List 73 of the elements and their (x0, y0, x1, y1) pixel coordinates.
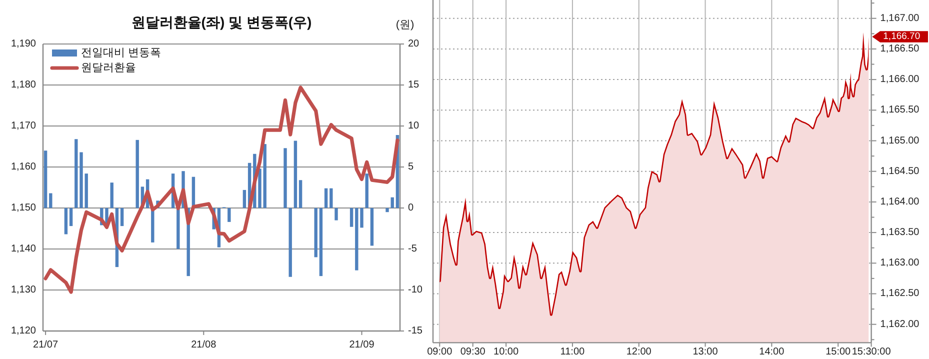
bar (84, 174, 88, 208)
bar (284, 148, 287, 208)
x-tick-label: 15:00 (826, 346, 852, 358)
y-tick-label: 1,150 (10, 202, 36, 214)
bar (151, 208, 154, 242)
y2-tick-label: -5 (408, 244, 418, 254)
y2-tick-label: -10 (408, 284, 423, 296)
y2-axis-title: (원) (396, 19, 414, 31)
y2-tick-label: 0 (408, 202, 414, 214)
bar (370, 208, 374, 246)
y2-tick-label: 20 (408, 38, 420, 50)
bar (314, 208, 318, 258)
y-tick-label: 1,165.00 (880, 135, 920, 146)
bar (330, 188, 333, 208)
bar (334, 208, 338, 220)
y2-tick-label: -15 (408, 326, 423, 336)
x-tick-label: 13:00 (692, 346, 718, 358)
chart-title: 원달러환율(좌) 및 변동폭(우) (131, 14, 312, 30)
bar (120, 208, 124, 226)
y-tick-label: 1,167.00 (880, 12, 920, 24)
line-series (44, 86, 400, 294)
bar (298, 180, 302, 208)
x-tick-label: 10:00 (494, 346, 519, 358)
bar (228, 208, 231, 222)
bar (324, 188, 328, 208)
x-tick-label: 15:30:00 (852, 346, 892, 358)
bar (64, 208, 68, 234)
y2-tick-label: 15 (408, 80, 420, 90)
y-tick-label: 1,140 (10, 244, 36, 254)
bar (136, 140, 139, 208)
y-tick-label: 1,166.50 (880, 43, 920, 54)
y2-tick-label: 10 (408, 120, 420, 132)
bar (365, 174, 368, 208)
bar (44, 150, 48, 208)
y-tick-label: 1,170 (10, 120, 36, 132)
bar (390, 197, 394, 208)
y-tick-label: 1,164.50 (880, 166, 920, 177)
bar (69, 208, 73, 226)
bar (386, 208, 389, 212)
y-tick-label: 1,163.50 (880, 227, 920, 238)
y-tick-label: 1,160 (10, 162, 36, 172)
price-tag: 1,166.70 (872, 31, 928, 42)
x-tick-label: 21/09 (349, 340, 375, 350)
x-tick-label: 21/08 (191, 340, 217, 350)
bar (288, 208, 292, 277)
y2-tick-label: 5 (408, 162, 414, 172)
x-tick-label: 21/07 (33, 340, 58, 350)
y-tick-label: 1,190 (10, 38, 36, 50)
bar (294, 140, 298, 208)
bar (319, 208, 323, 276)
legend-label: 원달러환율 (81, 62, 136, 74)
bar (49, 193, 52, 208)
x-tick-label: 14:00 (759, 346, 785, 358)
y-tick-label: 1,162.00 (880, 318, 920, 330)
y-tick-label: 1,164.00 (880, 196, 920, 208)
annotation: 1,166.70 (883, 31, 920, 42)
bar (176, 208, 180, 249)
y-tick-label: 1,162.50 (880, 288, 920, 300)
bar (110, 182, 114, 208)
y-tick-label: 1,166.00 (880, 74, 920, 86)
y-tick-label: 1,163.00 (880, 258, 920, 269)
legend-label: 전일대비 변동폭 (81, 47, 162, 59)
x-tick-label: 12:00 (626, 346, 652, 358)
y-tick-label: 1,180 (10, 80, 36, 90)
y-tick-label: 1,130 (10, 284, 36, 296)
bar (242, 190, 246, 208)
bar (350, 208, 354, 227)
x-tick-label: 09:30 (460, 346, 486, 358)
y-tick-label: 1,165.50 (880, 104, 920, 116)
x-tick-label: 09:00 (427, 346, 453, 358)
bar (263, 144, 266, 208)
y-tick-label: 1,120 (10, 326, 36, 336)
x-tick-label: 11:00 (560, 346, 586, 358)
